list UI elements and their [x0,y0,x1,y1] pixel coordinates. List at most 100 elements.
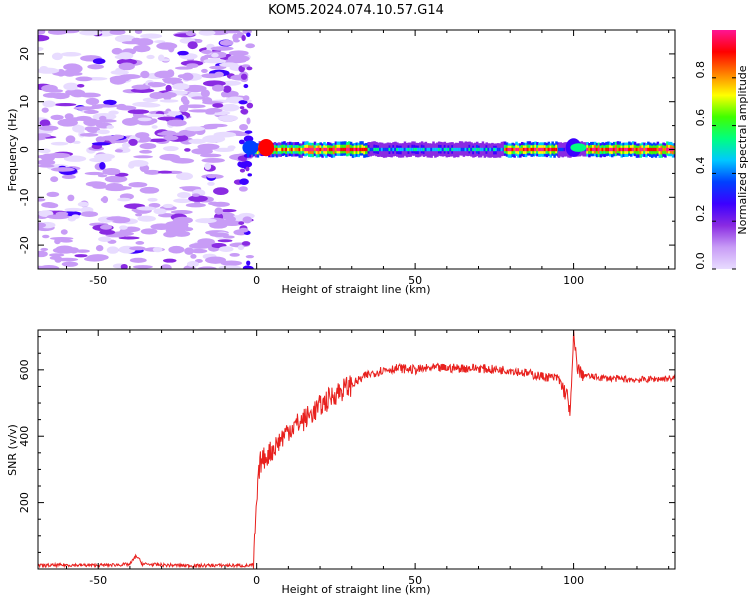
heatmap-noise-cell [121,142,131,149]
heatmap-noise-cell [191,193,200,197]
heatmap-signal-cell [420,147,424,152]
heatmap-signal-cell [541,147,545,152]
heatmap-signal-cell [327,147,330,152]
heatmap-signal-cell [334,147,338,152]
heatmap-signal-cell [371,147,374,152]
colorbar-tick-label: 0.4 [694,157,707,175]
heatmap-noise-cell [40,247,49,252]
heatmap-signal-cell [336,147,340,152]
colorbar-tick-label: 0.0 [694,252,707,270]
heatmap-noise-cell [161,91,177,98]
heatmap-signal-cell [273,147,277,152]
heatmap-signal-cell [536,147,539,152]
heatmap-noise-cell [57,118,78,127]
heatmap-noise-cell [213,187,229,195]
heatmap-signal-cell [363,147,366,152]
heatmap-noise-cell [172,216,193,224]
heatmap-noise-cell [185,203,206,208]
heatmap-noise-cell [139,102,161,108]
heatmap-noise-cell [133,44,151,53]
heatmap-noise-cell [116,103,127,109]
heatmap-noise-cell [241,241,251,246]
heatmap-noise-cell [223,85,232,93]
heatmap-noise-cell [75,76,93,82]
heatmap-signal-cell [283,147,286,152]
heatmap-noise-cell [72,140,81,144]
heatmap-noise-cell [110,70,129,75]
heatmap-noise-cell [246,32,251,38]
heatmap-noise-cell [246,102,254,109]
heatmap-noise-cell [55,257,79,262]
heatmap-noise-cell [162,258,177,263]
heatmap-signal-cell [570,143,587,152]
heatmap-noise-cell [46,191,60,198]
heatmap-noise-cell [238,139,245,145]
heatmap-noise-cell [188,138,207,144]
heatmap-signal-cell [294,147,298,152]
heatmap-noise-cell [55,245,74,252]
heatmap-x-ticks: -50 0 50 100 [66,30,670,287]
heatmap-noise-cell [183,227,194,232]
heatmap-noise-cell [49,253,65,257]
heatmap-noise-cell [240,108,249,115]
heatmap-noise-cell [118,74,141,80]
heatmap-signal-cell [491,147,494,152]
heatmap-noise-cell [177,74,187,79]
heatmap-signal-cell [593,147,597,152]
heatmap-signal-cell [590,147,593,152]
heatmap-signal-cell [426,147,430,152]
heatmap-signal-cell [479,147,483,152]
heatmap-signal-cell [551,147,554,152]
heatmap-noise-cell [129,246,146,251]
heatmap-noise-cell [118,236,140,240]
heatmap-signal-cell [388,147,392,152]
heatmap-signal-cell [275,147,279,152]
heatmap-noise-cell [242,216,252,224]
heatmap-noise-cell [64,207,83,212]
heatmap-signal-cell [559,147,563,152]
heatmap-noise-cell [218,246,234,252]
heatmap-noise-cell [75,249,90,253]
heatmap-noise-cell [172,83,190,90]
heatmap-noise-cell [168,225,186,230]
heatmap-signal-cell [351,147,355,152]
heatmap-signal-cell [319,147,322,152]
heatmap-noise-cell [161,130,177,136]
heatmap-signal-cell [417,147,420,152]
heatmap-xtick-label: 50 [408,274,422,287]
heatmap-noise-cell [162,145,179,152]
heatmap-noise-cell [132,265,153,269]
heatmap-signal-cell [489,147,492,152]
heatmap-signal-cell [367,147,371,152]
heatmap-noise-cell [245,43,256,49]
heatmap-signal-cell [413,147,416,152]
heatmap-noise-cell [146,113,166,118]
heatmap-noise-cell [172,132,186,136]
heatmap-signal-cell [517,147,520,152]
heatmap-noise-cell [73,106,96,111]
heatmap-signal-cell [300,147,303,152]
snr-ytick-label: 600 [18,359,31,380]
heatmap-noise-cell [147,197,158,202]
heatmap-signal-cell [662,147,665,152]
heatmap-signal-cell [557,147,561,152]
heatmap-signal-cell [453,147,456,152]
heatmap-noise-cell [245,166,250,172]
heatmap-signal-cell [380,147,384,152]
heatmap-noise-cell [198,30,216,36]
heatmap-x-label: Height of straight line (km) [281,283,430,296]
snr-plot-area [38,330,675,569]
heatmap-noise-cell [177,50,189,56]
snr-y-label: SNR (v/v) [6,424,19,476]
heatmap-noise-cell [134,30,143,35]
heatmap-noise-cell [38,30,46,35]
heatmap-signal-cell [332,147,336,152]
heatmap-signal-cell [475,147,479,152]
heatmap-noise-cell [218,265,242,269]
heatmap-noise-cell [51,52,63,61]
heatmap-signal-cell [290,147,294,152]
heatmap-noise-cell [217,114,239,122]
heatmap-signal-cell [664,147,667,152]
heatmap-noise-cell [146,54,155,60]
